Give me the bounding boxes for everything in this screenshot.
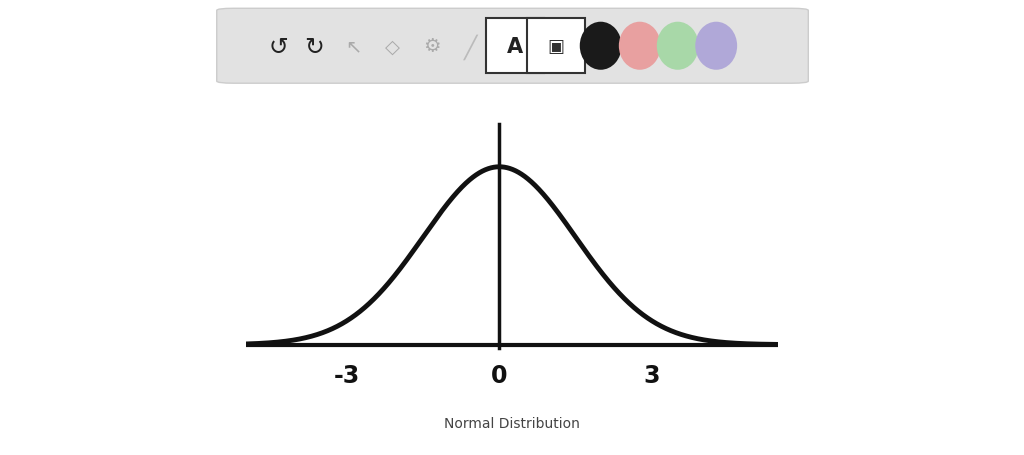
FancyBboxPatch shape	[527, 19, 585, 74]
Text: ↖: ↖	[345, 37, 361, 56]
Text: ↻: ↻	[304, 35, 325, 59]
Text: A: A	[507, 37, 523, 56]
Text: ↺: ↺	[268, 35, 288, 59]
Text: ╱: ╱	[464, 34, 477, 60]
Ellipse shape	[580, 23, 622, 71]
Ellipse shape	[656, 23, 698, 71]
Text: ⚙: ⚙	[423, 37, 440, 56]
FancyBboxPatch shape	[486, 19, 545, 74]
Text: Normal Distribution: Normal Distribution	[444, 416, 580, 430]
Ellipse shape	[695, 23, 737, 71]
Text: ▣: ▣	[548, 38, 564, 56]
FancyBboxPatch shape	[217, 9, 808, 84]
Ellipse shape	[618, 23, 660, 71]
Text: ◇: ◇	[385, 37, 400, 56]
